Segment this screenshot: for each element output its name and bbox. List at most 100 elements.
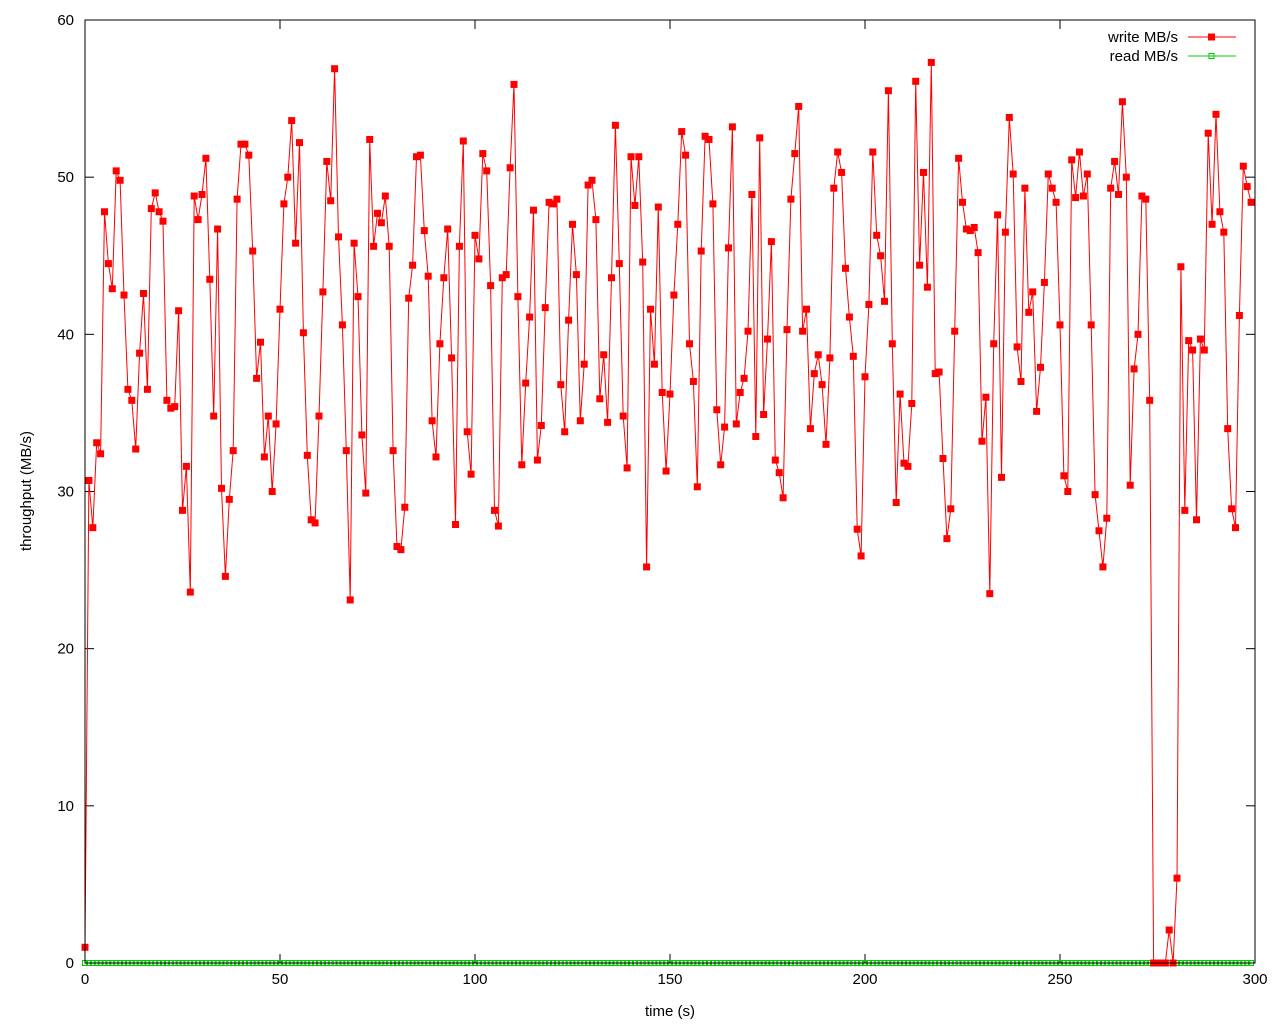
write-point <box>522 379 530 387</box>
write-point <box>323 157 331 165</box>
x-tick-label: 0 <box>81 971 89 988</box>
write-point <box>85 476 93 484</box>
write-point <box>974 249 982 257</box>
write-point <box>596 395 604 403</box>
y-axis-label: throughput (MB/s) <box>18 431 35 551</box>
write-point <box>1052 198 1060 206</box>
write-point <box>1224 425 1232 433</box>
write-point <box>175 307 183 315</box>
write-point <box>1235 311 1243 319</box>
write-point <box>760 410 768 418</box>
write-point <box>1021 184 1029 192</box>
write-point <box>717 461 725 469</box>
write-point <box>463 428 471 436</box>
write-point <box>838 168 846 176</box>
write-point <box>565 316 573 324</box>
write-point <box>171 403 179 411</box>
write-point <box>865 300 873 308</box>
write-point <box>1095 527 1103 535</box>
write-point <box>1083 170 1091 178</box>
write-point <box>104 260 112 268</box>
write-point <box>580 360 588 368</box>
plot-frame <box>84 19 1256 964</box>
write-point <box>732 420 740 428</box>
write-point <box>818 381 826 389</box>
write-point <box>643 563 651 571</box>
write-point <box>440 274 448 282</box>
write-point <box>584 181 592 189</box>
write-point <box>608 274 615 282</box>
write-point <box>93 439 101 447</box>
write-point <box>190 192 198 200</box>
legend-marker-write <box>1208 33 1215 41</box>
write-point <box>514 293 522 301</box>
write-point <box>557 381 565 389</box>
write-point <box>221 572 229 580</box>
write-point <box>1064 488 1072 495</box>
write-series-line <box>84 62 1252 964</box>
write-point <box>1005 113 1013 121</box>
write-point <box>966 227 974 235</box>
write-point <box>1185 337 1193 345</box>
write-point <box>346 596 354 604</box>
write-point <box>498 274 506 282</box>
legend-item-write: write MB/s <box>1107 29 1236 46</box>
write-point <box>151 189 159 197</box>
write-point <box>241 140 249 148</box>
write-point <box>748 190 756 198</box>
write-point <box>475 255 483 263</box>
write-point <box>260 453 268 461</box>
write-point <box>982 393 990 401</box>
write-point <box>198 190 206 198</box>
write-point <box>89 524 97 532</box>
write-point <box>803 305 810 313</box>
write-point <box>959 198 966 206</box>
write-point <box>826 354 834 362</box>
write-point <box>744 327 752 335</box>
write-point <box>771 456 779 464</box>
write-point <box>588 176 596 184</box>
write-point <box>342 447 350 455</box>
x-tick-label: 100 <box>462 971 487 988</box>
write-point <box>861 373 869 381</box>
y-tick-label: 40 <box>57 326 74 343</box>
x-axis-label: time (s) <box>645 1003 695 1020</box>
write-point <box>143 385 151 393</box>
write-point <box>108 285 116 293</box>
write-point <box>467 470 475 478</box>
write-point <box>553 195 561 203</box>
write-point <box>1220 228 1228 236</box>
write-point <box>253 374 261 382</box>
write-point <box>101 208 108 216</box>
write-point <box>1033 407 1041 415</box>
write-point <box>1115 190 1122 198</box>
write-point <box>1044 170 1052 178</box>
write-point <box>549 200 557 208</box>
write-point <box>697 247 705 255</box>
write-point <box>1216 208 1224 216</box>
write-point <box>182 462 190 470</box>
write-point <box>370 242 378 250</box>
write-point <box>986 590 994 598</box>
write-point <box>147 205 155 213</box>
x-tick-label: 200 <box>852 971 877 988</box>
x-tick-label: 250 <box>1047 971 1072 988</box>
write-point <box>401 503 409 511</box>
write-point <box>206 275 214 283</box>
write-point <box>1126 481 1134 489</box>
write-point <box>1025 308 1033 316</box>
write-point <box>686 340 693 348</box>
write-point <box>951 327 959 335</box>
write-point <box>1212 110 1220 118</box>
write-point <box>881 297 888 305</box>
write-point <box>611 121 619 129</box>
write-point <box>935 368 943 376</box>
write-point <box>436 340 444 348</box>
write-point <box>1099 563 1107 571</box>
write-point <box>927 58 935 66</box>
write-point <box>284 173 292 181</box>
write-point <box>662 467 670 475</box>
write-point <box>541 304 549 312</box>
write-point <box>791 150 799 158</box>
